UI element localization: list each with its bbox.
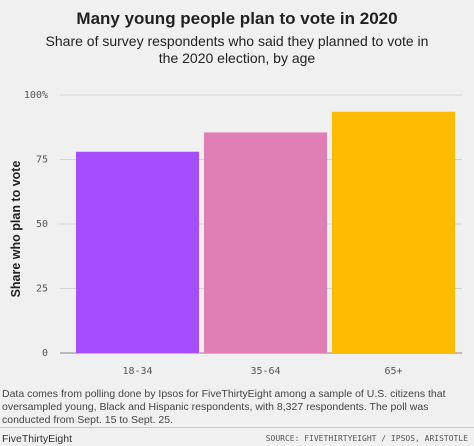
footer: FiveThirtyEight SOURCE: FIVETHIRTYEIGHT … (0, 427, 474, 446)
y-tick-label: 25 (36, 284, 48, 295)
bar (204, 132, 327, 353)
chart-title: Many young people plan to vote in 2020 (76, 9, 398, 28)
x-tick-label: 35-64 (250, 366, 280, 377)
y-tick-label: 100% (24, 90, 48, 101)
chart-note: Data comes from polling done by Ipsos fo… (2, 388, 446, 426)
brand-name: FiveThirtyEight (2, 433, 73, 445)
x-tick-label: 65+ (384, 366, 402, 377)
bar (332, 111, 455, 354)
y-tick-label: 75 (36, 155, 48, 166)
y-tick-label: 50 (36, 219, 48, 230)
chart-subtitle: Share of survey respondents who said the… (45, 33, 429, 66)
y-tick-label: 0 (42, 348, 48, 359)
bar-chart: 0 25 50 75 100% 18-34 35-64 65+ (24, 90, 462, 377)
bar (76, 151, 199, 353)
source-credit: SOURCE: FIVETHIRTYEIGHT / IPSOS, ARISTOT… (265, 434, 468, 443)
x-tick-label: 18-34 (122, 366, 152, 377)
